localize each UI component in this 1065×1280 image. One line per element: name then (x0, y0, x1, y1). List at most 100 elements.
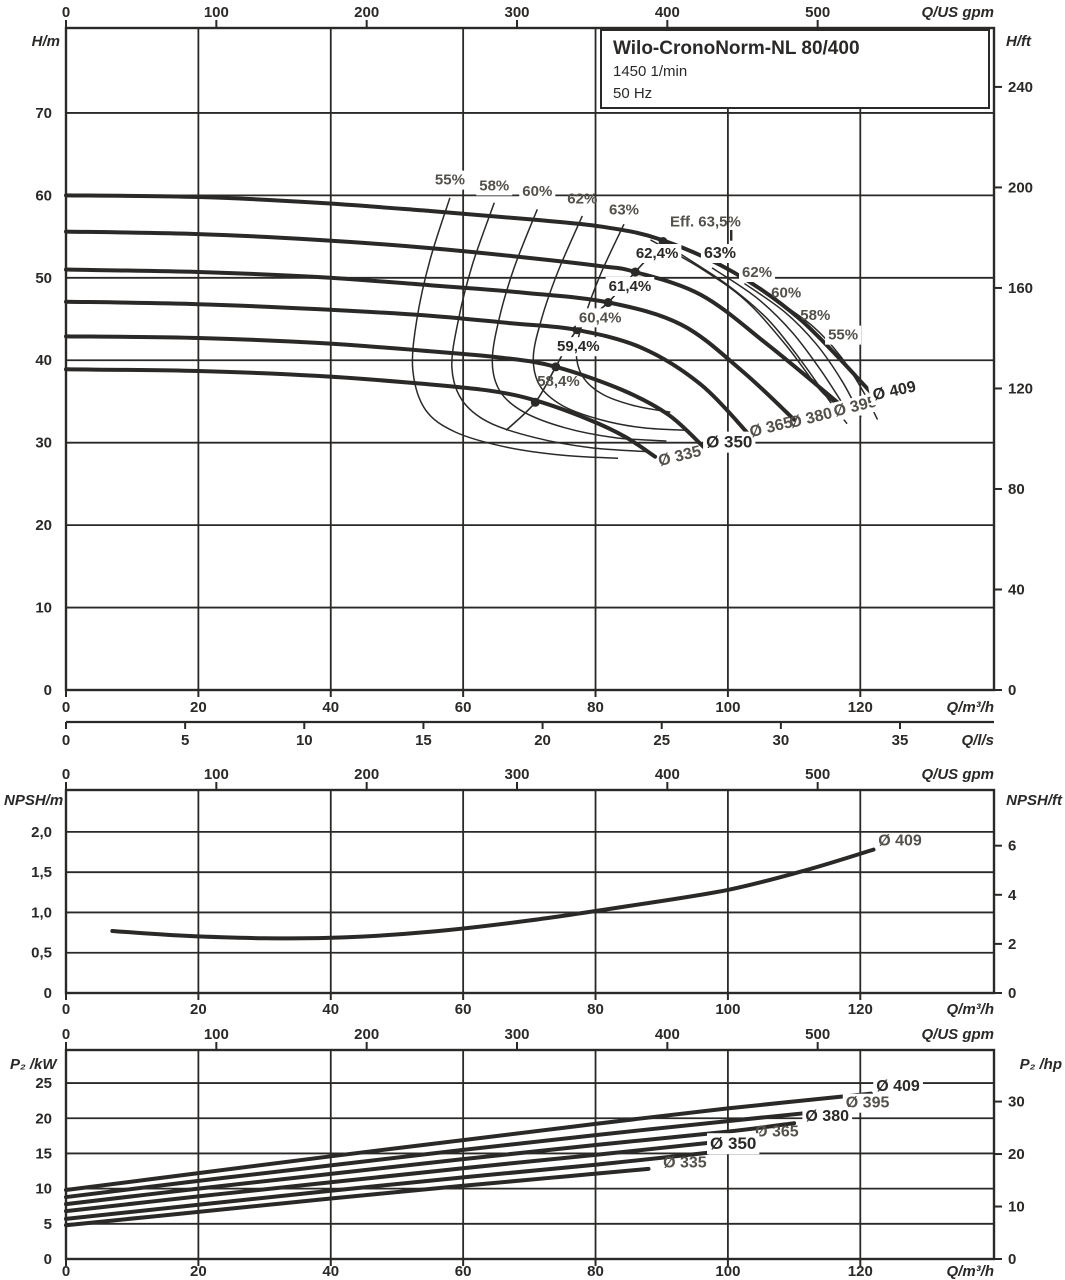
hq-chart-bottom0-tick-label-60: 60 (455, 699, 472, 716)
npsh-chart-right-axis-unit: NPSH/ft (1006, 792, 1063, 809)
power-label-d350-bg (707, 1133, 760, 1155)
hq-chart-bottom1-tick-label-20: 20 (534, 732, 551, 749)
npsh-chart-plot-border (64, 788, 996, 995)
npsh-chart-bottom0-tick-label-40: 40 (322, 1001, 339, 1018)
eff-label-63-top-group: 63% (609, 201, 639, 218)
bep-label-d350-bg (554, 337, 603, 357)
power-label-d380: Ø 380 (805, 1108, 849, 1125)
npsh-chart: 0 100 200 300 400 500 Q/US gpm00,51,01,52,0NPS… (4, 766, 1063, 1018)
eff-label-bep-max-group: Eff. 63,5% (670, 214, 741, 231)
bep-label-d380-bg (605, 276, 655, 296)
power-chart-left-tick-label-15: 15 (35, 1145, 52, 1162)
power-chart-top-tick-label-100: 100 (204, 1026, 229, 1043)
hq-chart-bottom0-tick-label-80: 80 (587, 699, 604, 716)
npsh-chart-top-tick-label-100: 100 (204, 766, 229, 783)
hq-chart-right-tick-label-240: 240 (1008, 79, 1033, 96)
eff-label-58-right-group: 58% (800, 307, 830, 324)
hq-chart-top-tick-label-500: 500 (805, 4, 830, 21)
hq-chart-top-tick-label-200: 200 (354, 4, 379, 21)
npsh-chart-top-axis-unit: Q/US gpm (921, 766, 994, 783)
hq-chart-top-tick-label-400: 400 (655, 4, 680, 21)
power-chart-bottom0-tick-label-20: 20 (190, 1263, 207, 1280)
npsh-chart-left-tick-label-0,5: 0,5 (31, 945, 52, 962)
eff-label-60-top-bg (519, 182, 556, 202)
power-chart-bottom0-tick-label-100: 100 (715, 1263, 740, 1280)
eff-label-60-right-group: 60% (771, 285, 801, 302)
npsh-label-d409: Ø 409 (878, 833, 922, 850)
power-chart-left-tick-label-5: 5 (44, 1216, 52, 1233)
power-label-d395-group: Ø 395 (842, 1093, 893, 1113)
power-chart-plot-border (64, 1048, 996, 1261)
bep-label-d335-group: 58,4% (537, 373, 580, 390)
hq-chart-right-axis-unit: H/ft (1006, 33, 1032, 50)
pump-frequency: 50 Hz (613, 85, 653, 102)
power-chart-right-tick-label-10: 10 (1008, 1199, 1025, 1216)
power-chart-bottom0-axis-unit: Q/m³/h (947, 1263, 995, 1280)
hq-chart-left-tick-label-30: 30 (35, 435, 52, 452)
bep-dot-4 (630, 267, 640, 277)
npsh-chart-right-tick-label-4: 4 (1008, 887, 1017, 904)
hq-chart-left-tick-label-70: 70 (35, 105, 52, 122)
power-chart-right-tick-label-30: 30 (1008, 1094, 1025, 1111)
npsh-chart-left-tick-label-2,0: 2,0 (31, 824, 52, 841)
npsh-chart-top-tick-label-0: 0 (62, 766, 70, 783)
eff-62-left (532, 215, 689, 432)
power-chart-bottom0-tick-label-0: 0 (62, 1263, 70, 1280)
power-chart-bottom0-tick-label-60: 60 (455, 1263, 472, 1280)
npsh-chart-top-tick-label-200: 200 (354, 766, 379, 783)
hq-chart-bottom1-tick-label-35: 35 (892, 732, 909, 749)
bep-label-d365: 60,4% (579, 309, 622, 326)
hq-chart-bottom0-tick-label-120: 120 (848, 699, 873, 716)
eff-label-55-top-group: 55% (431, 170, 468, 190)
hq-chart-right-tick-label-40: 40 (1008, 581, 1025, 598)
eff-58-left (451, 202, 649, 453)
power-label-d365-group: Ø 365 (755, 1124, 799, 1141)
hq-chart-bottom0-tick-label-40: 40 (322, 699, 339, 716)
bep-dot-5 (658, 237, 668, 247)
npsh-chart-left-axis-unit: NPSH/m (4, 792, 63, 809)
hq-chart-bottom1-axis-unit: Q/l/s (961, 732, 994, 749)
eff-label-55-top-bg (431, 170, 468, 190)
hq-chart-left-tick-label-50: 50 (35, 270, 52, 287)
hq-chart-top-axis-unit: Q/US gpm (921, 4, 994, 21)
eff-63-left (575, 223, 671, 413)
power-label-d335: Ø 335 (663, 1155, 707, 1172)
npsh-chart-right-tick-label-0: 0 (1008, 985, 1016, 1002)
eff-label-63-right-group: 63% (700, 244, 739, 264)
power-chart-top-tick-label-400: 400 (655, 1026, 680, 1043)
hq-chart-bottom1-tick-label-10: 10 (296, 732, 313, 749)
power-curve-d350 (64, 1150, 711, 1221)
power-chart-left-tick-label-20: 20 (35, 1110, 52, 1127)
hq-chart-left-tick-label-40: 40 (35, 352, 52, 369)
bep-label-d350: 59,4% (557, 338, 600, 355)
hq-chart-right-tick-label-120: 120 (1008, 380, 1033, 397)
npsh-chart-bottom0-tick-label-60: 60 (455, 1001, 472, 1018)
npsh-chart-bottom0-tick-label-120: 120 (848, 1001, 873, 1018)
power-chart-top-tick-label-200: 200 (354, 1026, 379, 1043)
eff-label-60-right: 60% (771, 285, 801, 302)
npsh-chart-bottom0-axis-unit: Q/m³/h (947, 1001, 995, 1018)
diameter-label-335-group: Ø 335 (657, 443, 704, 470)
hq-chart-bottom0-tick-label-100: 100 (715, 699, 740, 716)
power-chart-bottom0-tick-label-120: 120 (848, 1263, 873, 1280)
eff-label-63-right: 63% (704, 245, 736, 262)
power-chart-right-axis-unit: P₂ /hp (1020, 1056, 1062, 1073)
eff-label-58-top-bg (476, 176, 513, 196)
power-chart-top-tick-label-0: 0 (62, 1026, 70, 1043)
eff-label-bep-max: Eff. 63,5% (670, 214, 741, 231)
eff-label-62-right-group: 62% (739, 262, 776, 282)
eff-label-60-top: 60% (522, 183, 552, 200)
power-chart-top-tick-label-300: 300 (504, 1026, 529, 1043)
eff-label-63-top: 63% (609, 201, 639, 218)
power-label-d335-group: Ø 335 (663, 1155, 707, 1172)
eff-55-left (411, 197, 619, 460)
bep-label-d395-group: 62,4% (632, 244, 682, 264)
eff-label-58-right: 58% (800, 307, 830, 324)
curve-d380 (64, 267, 797, 422)
eff-label-58-top: 58% (479, 177, 509, 194)
eff-label-55-right-bg (825, 325, 862, 345)
hq-chart-right-tick-label-200: 200 (1008, 179, 1033, 196)
power-chart-bottom0-tick-label-80: 80 (587, 1263, 604, 1280)
bep-dot-2 (572, 325, 582, 335)
